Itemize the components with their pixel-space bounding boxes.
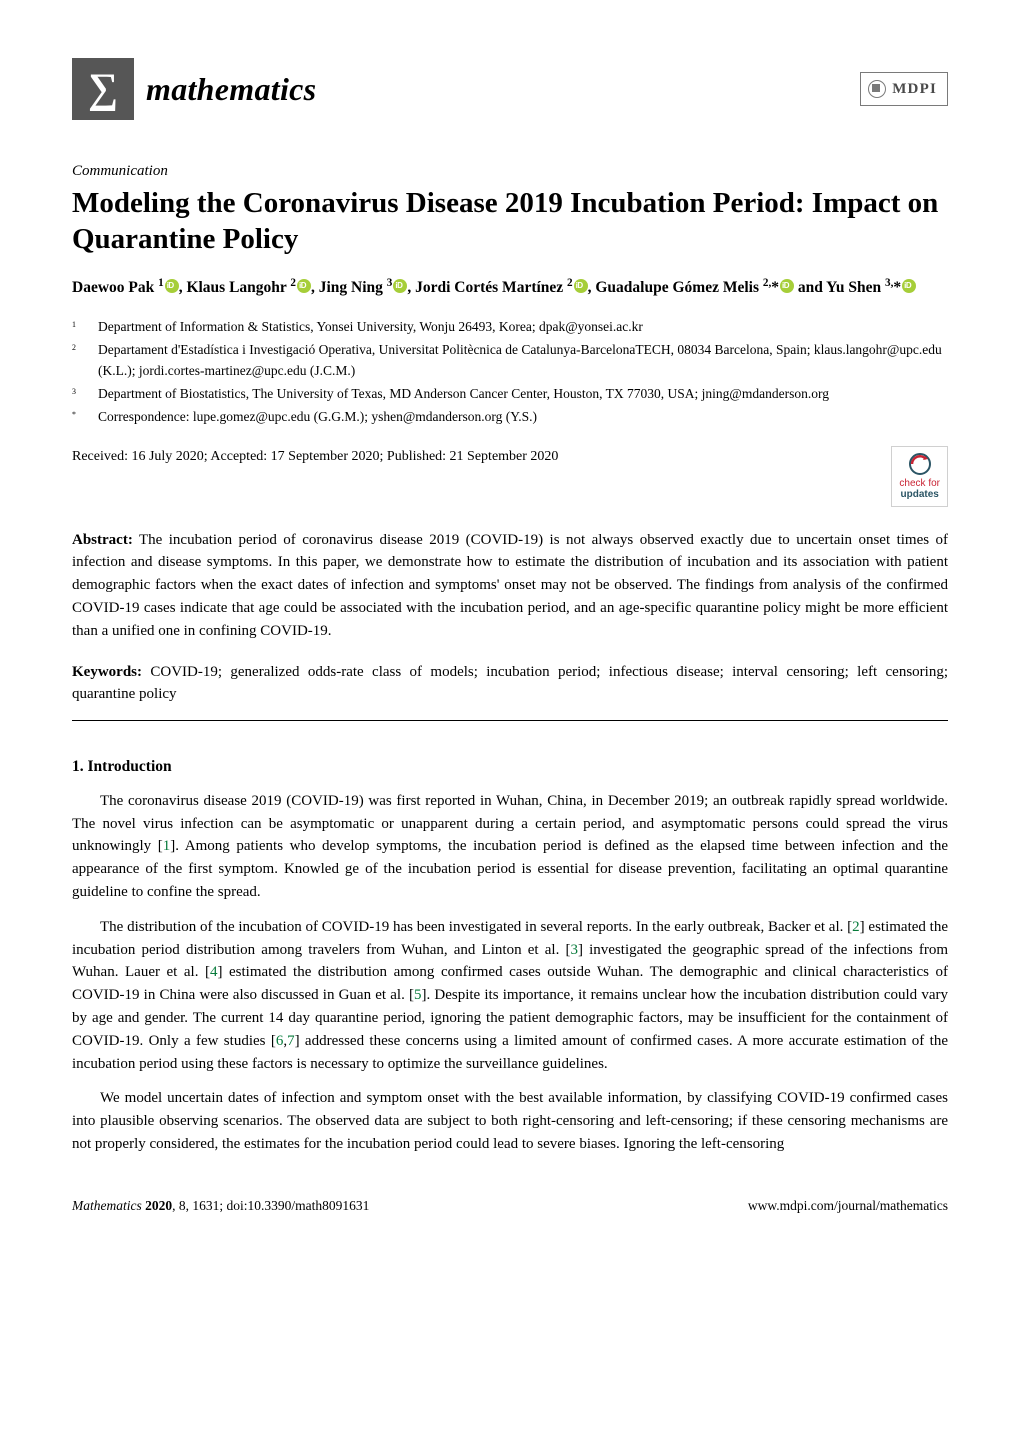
- page-header: ∑ mathematics MDPI: [72, 58, 948, 120]
- orcid-icon[interactable]: [902, 279, 916, 293]
- footer-year: 2020: [145, 1198, 172, 1213]
- affiliation-text: Department of Information & Statistics, …: [98, 317, 948, 338]
- updates-line2: updates: [901, 489, 939, 501]
- journal-logo: ∑ mathematics: [72, 58, 316, 120]
- affiliation-row: *Correspondence: lupe.gomez@upc.edu (G.G…: [72, 407, 948, 428]
- article-title: Modeling the Coronavirus Disease 2019 In…: [72, 185, 948, 258]
- para-text: The distribution of the incubation of CO…: [100, 919, 852, 935]
- keywords-label: Keywords:: [72, 664, 142, 680]
- affiliations: 1Department of Information & Statistics,…: [72, 317, 948, 428]
- updates-line1: check for: [899, 478, 940, 490]
- section-divider: [72, 720, 948, 721]
- mdpi-mark-icon: [868, 80, 886, 98]
- article-type: Communication: [72, 160, 948, 183]
- affiliation-text: Departament d'Estadística i Investigació…: [98, 340, 948, 382]
- affiliation-text: Department of Biostatistics, The Univers…: [98, 384, 948, 405]
- body-paragraph: The coronavirus disease 2019 (COVID-19) …: [72, 790, 948, 904]
- sigma-icon: ∑: [72, 58, 134, 120]
- citation-link[interactable]: 2: [852, 919, 860, 935]
- affiliation-row: 3Department of Biostatistics, The Univer…: [72, 384, 948, 405]
- affiliation-marker: *: [72, 407, 98, 428]
- section-heading-introduction: 1. Introduction: [72, 755, 948, 778]
- updates-icon: [908, 452, 932, 476]
- dates-row: Received: 16 July 2020; Accepted: 17 Sep…: [72, 446, 948, 507]
- orcid-icon[interactable]: [297, 279, 311, 293]
- orcid-icon[interactable]: [574, 279, 588, 293]
- keywords: Keywords: COVID-19; generalized odds-rat…: [72, 661, 948, 706]
- orcid-icon[interactable]: [165, 279, 179, 293]
- journal-name: mathematics: [146, 65, 316, 113]
- para-text: We model uncertain dates of infection an…: [72, 1090, 948, 1152]
- affiliation-marker: 2: [72, 340, 98, 382]
- affiliation-marker: 3: [72, 384, 98, 405]
- footer-journal: Mathematics: [72, 1198, 145, 1213]
- footer-citation: , 8, 1631; doi:10.3390/math8091631: [172, 1198, 369, 1213]
- affiliation-row: 2Departament d'Estadística i Investigaci…: [72, 340, 948, 382]
- footer-right[interactable]: www.mdpi.com/journal/mathematics: [748, 1196, 948, 1216]
- page-footer: Mathematics 2020, 8, 1631; doi:10.3390/m…: [72, 1196, 948, 1216]
- keywords-text: COVID-19; generalized odds-rate class of…: [72, 664, 948, 703]
- body-paragraph: The distribution of the incubation of CO…: [72, 916, 948, 1076]
- affiliation-marker: 1: [72, 317, 98, 338]
- para-text: ]. Among patients who develop symptoms, …: [72, 838, 948, 900]
- dates-line: Received: 16 July 2020; Accepted: 17 Sep…: [72, 446, 558, 467]
- abstract-label: Abstract:: [72, 532, 133, 548]
- abstract-text: The incubation period of coronavirus dis…: [72, 532, 948, 639]
- affiliation-row: 1Department of Information & Statistics,…: [72, 317, 948, 338]
- body-paragraph: We model uncertain dates of infection an…: [72, 1087, 948, 1155]
- check-updates-badge[interactable]: check for updates: [891, 446, 948, 507]
- publisher-label: MDPI: [892, 78, 937, 101]
- orcid-icon[interactable]: [780, 279, 794, 293]
- publisher-logo: MDPI: [860, 72, 948, 107]
- orcid-icon[interactable]: [393, 279, 407, 293]
- author-list: Daewoo Pak 1, Klaus Langohr 2, Jing Ning…: [72, 275, 948, 301]
- citation-link[interactable]: 7: [287, 1033, 295, 1049]
- affiliation-text: Correspondence: lupe.gomez@upc.edu (G.G.…: [98, 407, 948, 428]
- citation-link[interactable]: 3: [570, 942, 578, 958]
- abstract: Abstract: The incubation period of coron…: [72, 529, 948, 643]
- footer-left: Mathematics 2020, 8, 1631; doi:10.3390/m…: [72, 1196, 369, 1216]
